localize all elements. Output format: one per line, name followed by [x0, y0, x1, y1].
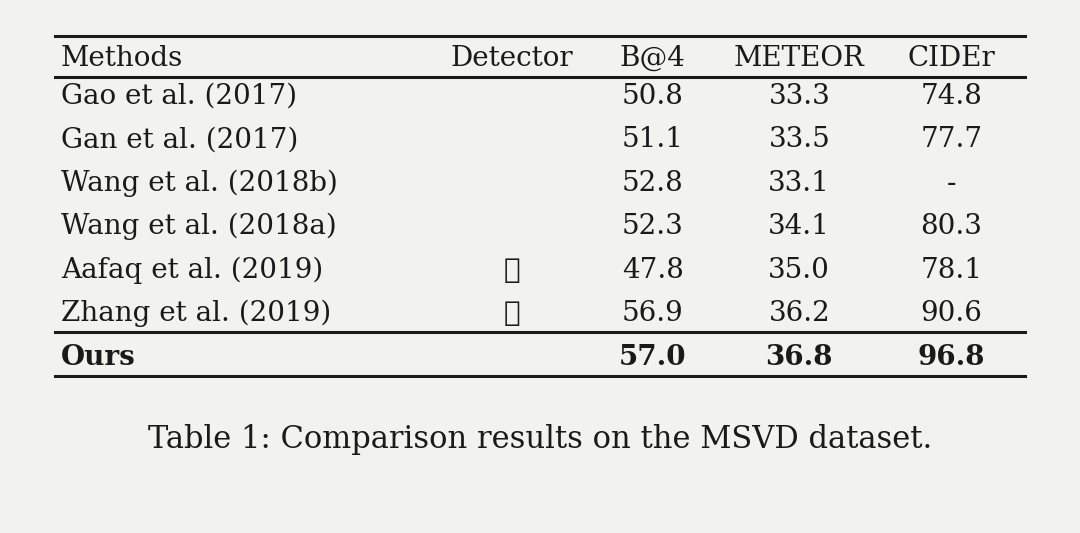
Text: Table 1: Comparison results on the MSVD dataset.: Table 1: Comparison results on the MSVD …	[148, 424, 932, 455]
Text: 36.8: 36.8	[766, 344, 833, 370]
Text: 74.8: 74.8	[920, 83, 983, 110]
Text: 51.1: 51.1	[622, 126, 684, 154]
Text: CIDEr: CIDEr	[907, 45, 996, 71]
Text: 36.2: 36.2	[768, 300, 831, 327]
Text: -: -	[947, 170, 956, 197]
Text: 34.1: 34.1	[768, 213, 831, 240]
Text: Ours: Ours	[60, 344, 135, 370]
Text: 56.9: 56.9	[622, 300, 684, 327]
Text: 90.6: 90.6	[920, 300, 983, 327]
Text: B@4: B@4	[620, 45, 686, 71]
Text: 78.1: 78.1	[920, 257, 983, 284]
Text: ✓: ✓	[503, 257, 521, 284]
Text: Gan et al. (2017): Gan et al. (2017)	[60, 126, 298, 154]
Text: 33.1: 33.1	[768, 170, 831, 197]
Text: Methods: Methods	[60, 45, 183, 71]
Text: 33.3: 33.3	[768, 83, 831, 110]
Text: 35.0: 35.0	[768, 257, 831, 284]
Text: 52.3: 52.3	[622, 213, 684, 240]
Text: 33.5: 33.5	[768, 126, 831, 154]
Text: ✓: ✓	[503, 300, 521, 327]
Text: 50.8: 50.8	[622, 83, 684, 110]
Text: Wang et al. (2018a): Wang et al. (2018a)	[60, 213, 336, 240]
Text: Gao et al. (2017): Gao et al. (2017)	[60, 83, 297, 110]
Text: 80.3: 80.3	[920, 213, 983, 240]
Text: 52.8: 52.8	[622, 170, 684, 197]
Text: Zhang et al. (2019): Zhang et al. (2019)	[60, 300, 330, 327]
Text: 96.8: 96.8	[918, 344, 985, 370]
Text: Detector: Detector	[450, 45, 573, 71]
Text: Aafaq et al. (2019): Aafaq et al. (2019)	[60, 256, 323, 284]
Text: Wang et al. (2018b): Wang et al. (2018b)	[60, 169, 338, 197]
Text: 47.8: 47.8	[622, 257, 684, 284]
Text: METEOR: METEOR	[733, 45, 865, 71]
Text: 77.7: 77.7	[920, 126, 983, 154]
Text: 57.0: 57.0	[619, 344, 687, 370]
